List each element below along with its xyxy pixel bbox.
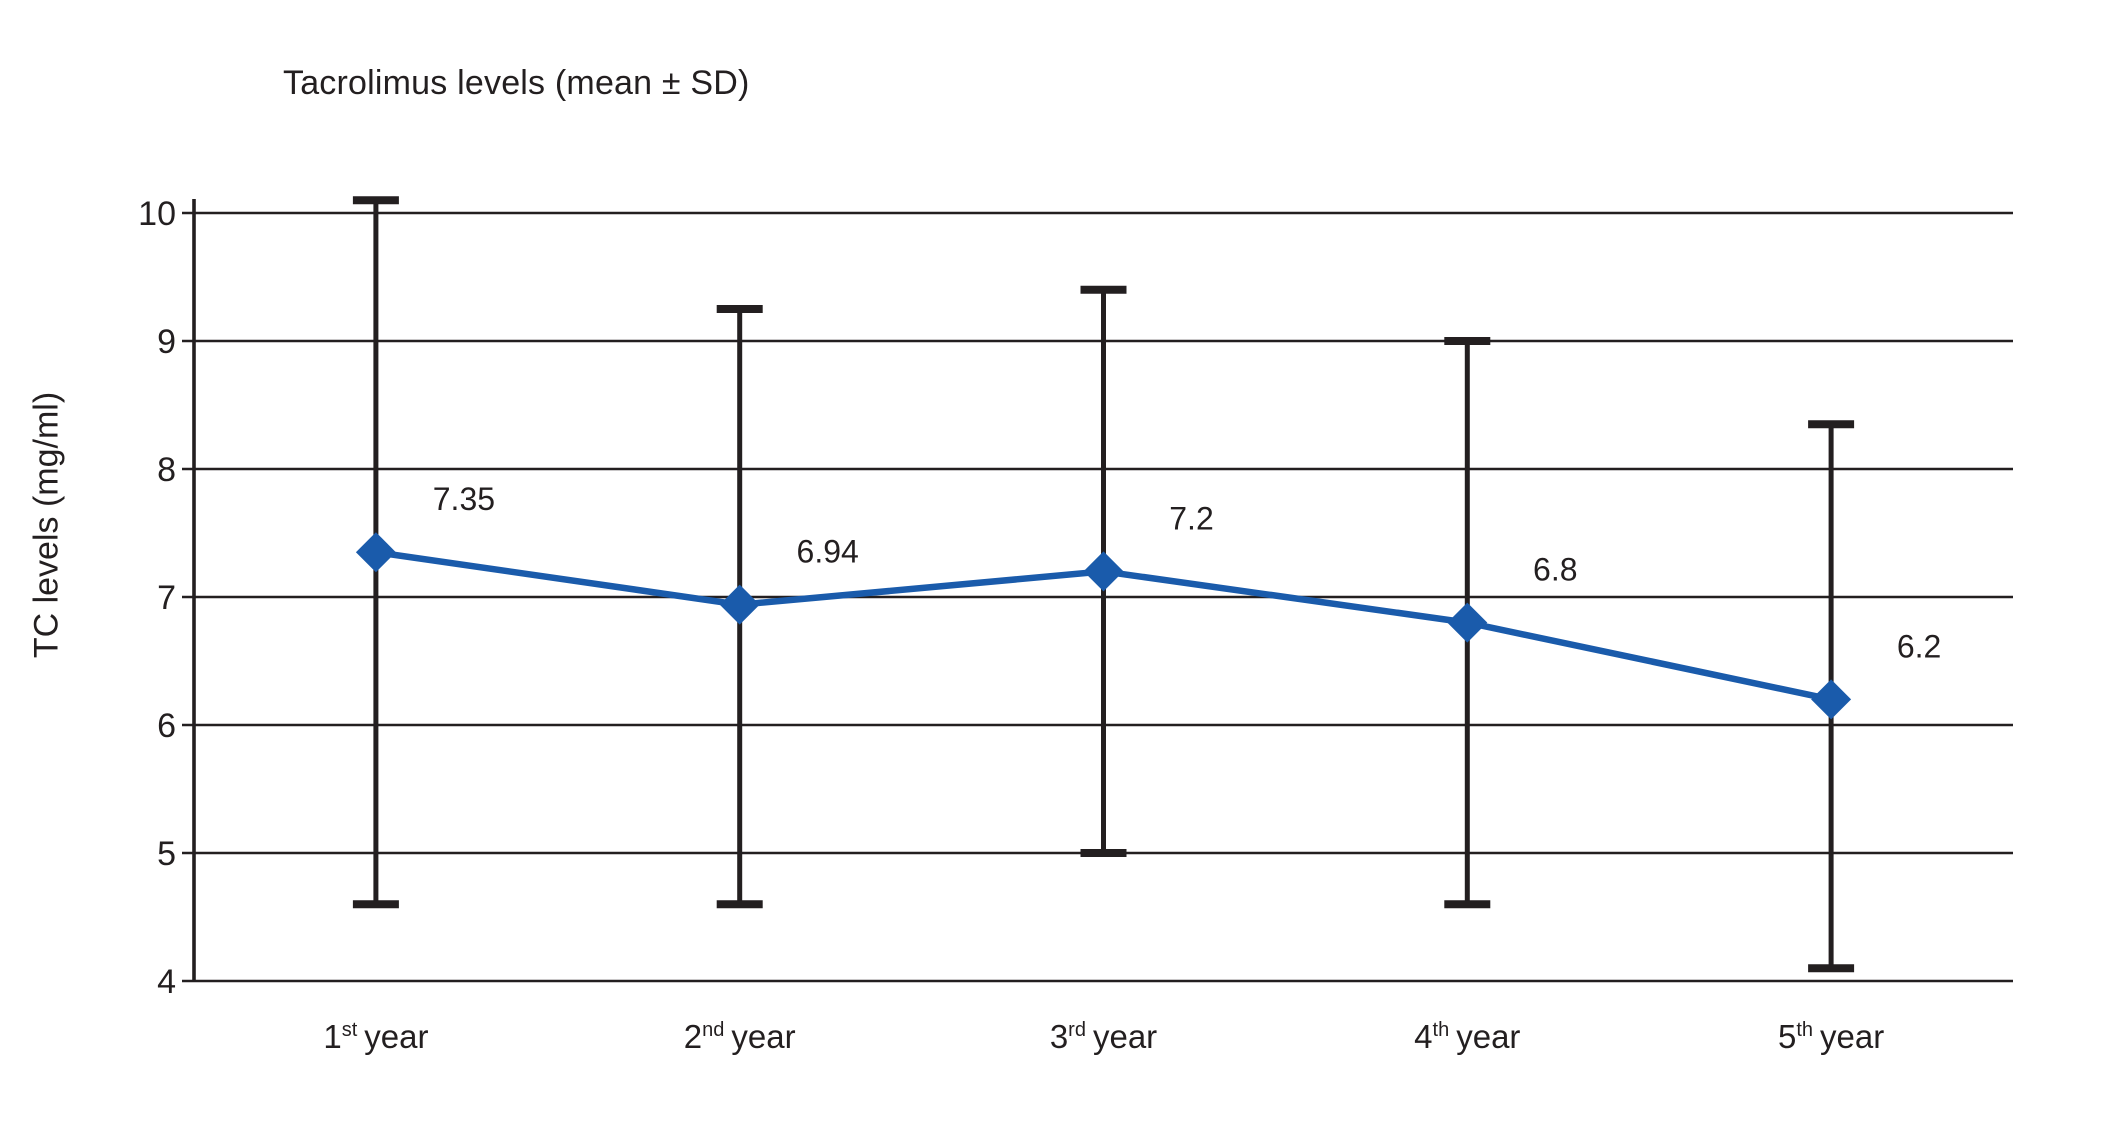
- y-tick-label: 4: [157, 963, 176, 1001]
- data-point-label: 7.2: [1169, 500, 1213, 536]
- data-point-label: 6.2: [1897, 628, 1941, 664]
- y-tick-label: 10: [138, 195, 176, 233]
- y-tick-label: 9: [157, 323, 176, 361]
- data-point-marker: [1811, 679, 1852, 720]
- data-point-marker: [1083, 551, 1124, 592]
- x-tick-label: 2nd year: [684, 1018, 796, 1055]
- y-tick-label: 8: [157, 451, 176, 489]
- data-point-marker: [355, 532, 396, 573]
- y-tick-label: 6: [157, 707, 176, 745]
- chart-title: Tacrolimus levels (mean ± SD): [283, 64, 750, 102]
- data-point-marker: [1447, 602, 1488, 643]
- data-point-label: 7.35: [433, 481, 495, 517]
- x-tick-label: 4th year: [1414, 1018, 1520, 1055]
- x-tick-label: 5th year: [1778, 1018, 1884, 1055]
- data-point-label: 6.94: [797, 534, 859, 570]
- y-tick-label: 7: [157, 579, 176, 617]
- x-tick-label: 1st year: [323, 1018, 428, 1055]
- y-tick-label: 5: [157, 835, 176, 873]
- x-tick-label: 3rd year: [1050, 1018, 1157, 1055]
- data-point-label: 6.8: [1533, 552, 1577, 588]
- data-point-marker: [719, 584, 760, 625]
